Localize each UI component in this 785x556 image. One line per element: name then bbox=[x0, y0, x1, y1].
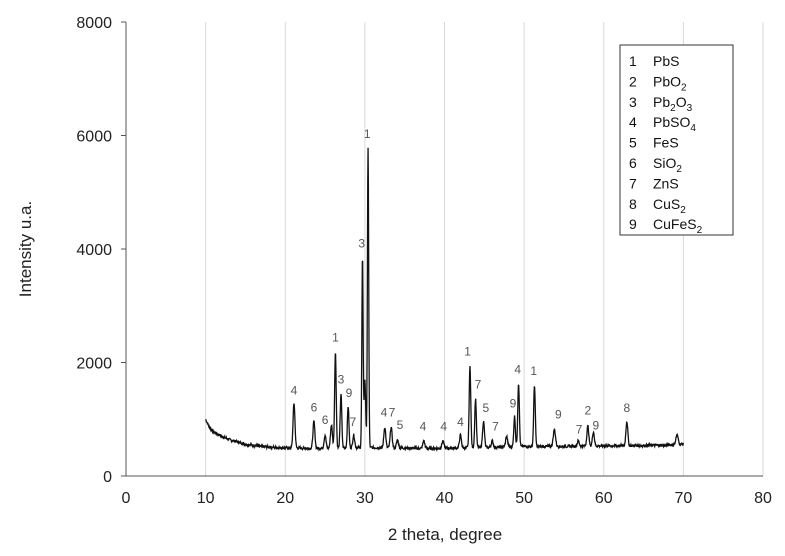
legend-number-2: 3 bbox=[629, 94, 637, 110]
legend-label-7: CuS2 bbox=[653, 196, 686, 216]
legend-number-0: 1 bbox=[629, 53, 637, 69]
legend-label-3: PbSO4 bbox=[653, 114, 696, 134]
y-tick-label-2: 4000 bbox=[76, 242, 112, 259]
series-line bbox=[205, 147, 685, 452]
legend-label-8: CuFeS2 bbox=[653, 216, 703, 236]
legend-label-0: PbS bbox=[653, 53, 679, 69]
legend-number-8: 9 bbox=[629, 216, 637, 232]
peak-label-3: 1 bbox=[332, 331, 339, 345]
peak-label-19: 9 bbox=[510, 396, 517, 410]
legend-number-4: 5 bbox=[629, 135, 637, 151]
y-tick-label-4: 8000 bbox=[76, 15, 112, 32]
peak-label-12: 4 bbox=[420, 420, 427, 434]
peak-label-4: 3 bbox=[338, 372, 345, 386]
legend: 1 PbS 2 PbO2 3 Pb2O3 4 PbSO4 5 FeS 6 SiO2 7 ZnS 8 CuS2 9… bbox=[619, 44, 734, 236]
y-axis-title: Intensity u.a. bbox=[16, 201, 35, 297]
peak-label-11: 5 bbox=[397, 418, 404, 432]
peak-label-20: 4 bbox=[514, 362, 521, 376]
peak-label-17: 5 bbox=[483, 401, 490, 415]
legend-number-7: 8 bbox=[629, 196, 637, 212]
legend-label-5: SiO2 bbox=[653, 155, 682, 175]
x-tick-label-2: 20 bbox=[276, 490, 294, 507]
legend-number-1: 2 bbox=[629, 73, 637, 89]
peak-label-21: 1 bbox=[530, 364, 537, 378]
y-tick-label-3: 6000 bbox=[76, 129, 112, 146]
x-tick-labels: 0 10 20 30 40 50 60 70 80 bbox=[122, 490, 772, 507]
legend-number-5: 6 bbox=[629, 155, 637, 171]
peak-label-0: 4 bbox=[291, 383, 298, 397]
x-tick-label-5: 50 bbox=[515, 490, 533, 507]
x-tick-label-3: 30 bbox=[356, 490, 374, 507]
peak-label-15: 1 bbox=[464, 345, 471, 359]
x-tick-label-7: 70 bbox=[674, 490, 692, 507]
legend-number-3: 4 bbox=[629, 114, 637, 130]
peak-label-2: 6 bbox=[322, 413, 329, 427]
peak-label-16: 7 bbox=[475, 378, 482, 392]
peak-label-23: 7 bbox=[576, 422, 583, 436]
x-tick-label-6: 60 bbox=[595, 490, 613, 507]
peak-label-7: 3 bbox=[358, 236, 365, 250]
peak-label-13: 4 bbox=[440, 420, 447, 434]
x-tick-label-1: 10 bbox=[197, 490, 215, 507]
legend-label-6: ZnS bbox=[653, 175, 679, 191]
peak-label-6: 7 bbox=[350, 415, 357, 429]
x-tick-label-0: 0 bbox=[122, 490, 131, 507]
y-tick-labels: 0 2000 4000 6000 8000 bbox=[76, 15, 112, 486]
x-axis-title: 2 theta, degree bbox=[388, 525, 502, 544]
axes bbox=[121, 21, 763, 477]
peak-label-9: 4 bbox=[381, 405, 388, 419]
legend-box bbox=[619, 44, 734, 236]
x-tick-label-4: 40 bbox=[436, 490, 454, 507]
peak-label-8: 1 bbox=[364, 127, 371, 141]
legend-label-4: FeS bbox=[653, 135, 679, 151]
legend-label-2: Pb2O3 bbox=[653, 94, 693, 114]
y-tick-label-1: 2000 bbox=[76, 356, 112, 373]
peak-label-25: 9 bbox=[592, 418, 599, 432]
peak-label-24: 2 bbox=[584, 404, 591, 418]
peak-label-10: 7 bbox=[389, 405, 396, 419]
peak-label-5: 9 bbox=[346, 386, 353, 400]
legend-label-1: PbO2 bbox=[653, 73, 687, 93]
peak-label-18: 7 bbox=[492, 420, 499, 434]
x-tick-label-8: 80 bbox=[754, 490, 772, 507]
peak-label-22: 9 bbox=[555, 408, 562, 422]
legend-number-6: 7 bbox=[629, 175, 637, 191]
peak-label-1: 6 bbox=[311, 400, 318, 414]
y-tick-label-0: 0 bbox=[103, 469, 112, 486]
peak-label-26: 8 bbox=[623, 401, 630, 415]
peak-label-14: 4 bbox=[457, 415, 464, 429]
